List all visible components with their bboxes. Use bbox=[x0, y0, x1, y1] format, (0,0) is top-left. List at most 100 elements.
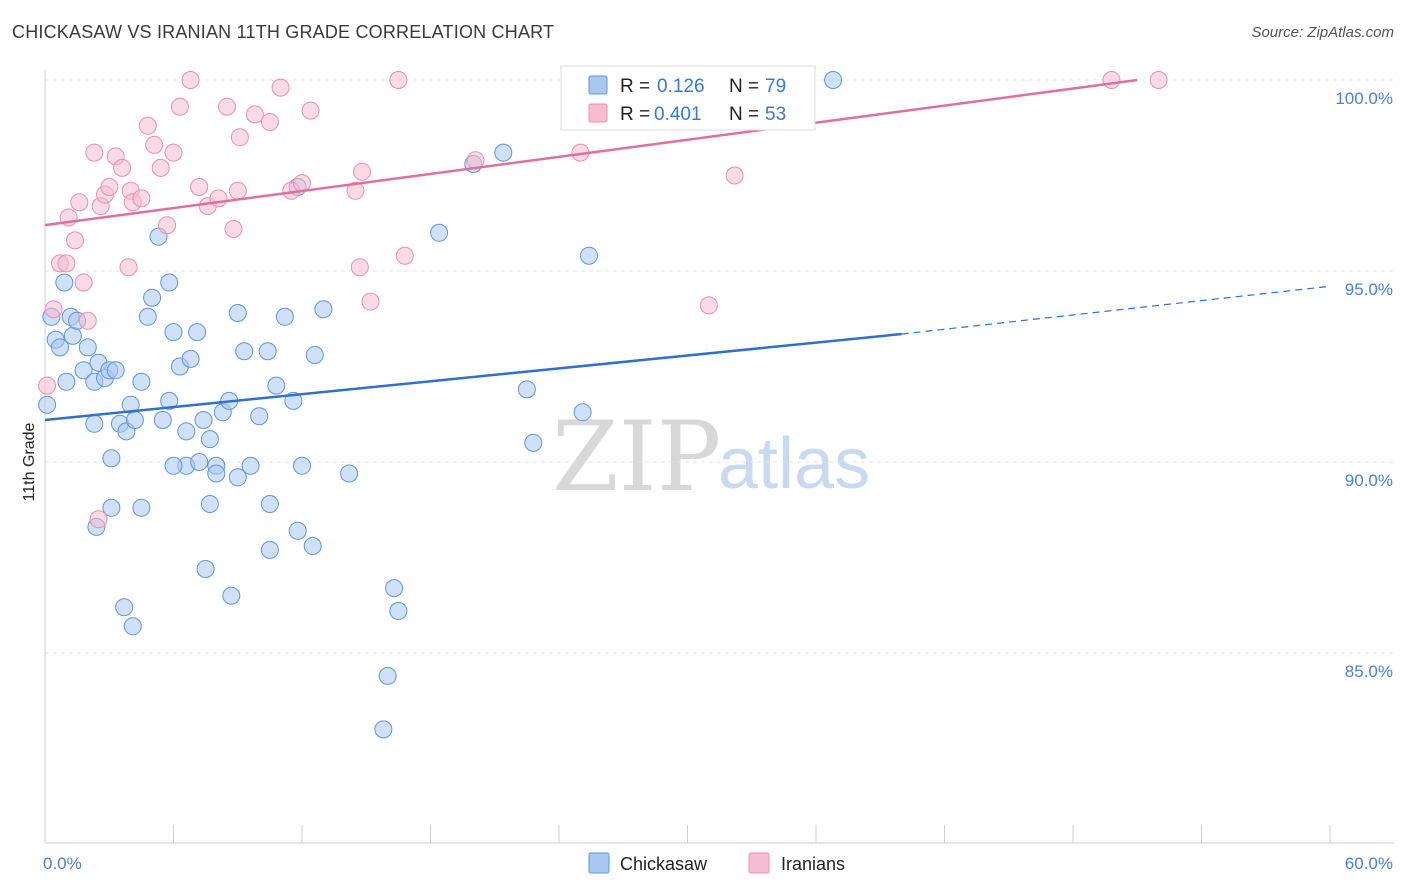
bottom-legend-swatch-chickasaw bbox=[588, 852, 610, 874]
chickasaw-point bbox=[228, 468, 247, 487]
iranians-point bbox=[1149, 71, 1168, 89]
iranians-point bbox=[361, 292, 380, 311]
chickasaw-point bbox=[55, 273, 74, 292]
chickasaw-point bbox=[63, 326, 82, 345]
x-tick-label: 0.0% bbox=[43, 854, 82, 873]
iranians-point bbox=[145, 135, 164, 154]
chickasaw-points bbox=[38, 71, 843, 739]
chickasaw-point bbox=[181, 349, 200, 368]
chickasaw-point bbox=[132, 498, 151, 517]
iranians-point bbox=[218, 97, 236, 116]
chickasaw-point bbox=[260, 495, 279, 513]
chickasaw-point bbox=[200, 495, 219, 513]
chickasaw-point bbox=[102, 498, 121, 517]
chickasaw-point bbox=[38, 395, 57, 414]
iranians-trend-line bbox=[44, 78, 1138, 227]
y-tick-labels: 85.0% 90.0% 95.0% 100.0% bbox=[1335, 89, 1393, 681]
chickasaw-point bbox=[51, 338, 69, 357]
legend-n-label-iranians: N = bbox=[729, 104, 759, 125]
source-label: Source: ZipAtlas.com bbox=[1251, 24, 1394, 41]
bottom-legend-swatch-iranians bbox=[748, 852, 770, 874]
iranians-point bbox=[170, 97, 189, 116]
legend-n-value-iranians: 53 bbox=[765, 104, 786, 125]
chickasaw-point bbox=[194, 411, 213, 429]
chickasaw-point bbox=[374, 720, 393, 739]
iranians-point bbox=[74, 273, 93, 292]
iranians-point bbox=[113, 158, 132, 177]
chickasaw-point bbox=[241, 456, 260, 475]
iranians-point bbox=[158, 216, 177, 235]
watermark-atlas: atlas bbox=[718, 424, 870, 504]
iranians-point bbox=[70, 193, 89, 212]
chickasaw-point bbox=[430, 223, 449, 242]
chickasaw-point bbox=[293, 456, 311, 475]
chickasaw-point bbox=[340, 464, 359, 483]
y-axis-label: 11th Grade bbox=[21, 422, 38, 501]
chickasaw-point bbox=[385, 579, 404, 598]
chart-title: CHICKASAW VS IRANIAN 11TH GRADE CORRELAT… bbox=[12, 22, 555, 42]
chickasaw-point bbox=[228, 304, 247, 322]
x-tick-labels: 0.0% 60.0% bbox=[43, 854, 1393, 873]
iranians-point bbox=[85, 143, 104, 162]
chickasaw-point bbox=[260, 540, 279, 559]
iranians-point bbox=[353, 162, 371, 181]
chickasaw-point bbox=[207, 464, 226, 483]
legend-r-label-iranians: R = bbox=[620, 104, 650, 125]
chickasaw-point bbox=[177, 422, 196, 441]
bottom-legend-label-chickasaw: Chickasaw bbox=[620, 854, 708, 874]
chickasaw-point bbox=[78, 338, 97, 357]
chickasaw-point bbox=[160, 273, 179, 292]
chickasaw-point bbox=[305, 346, 324, 364]
iranians-point bbox=[100, 178, 119, 196]
iranians-point bbox=[350, 258, 369, 277]
chickasaw-point bbox=[125, 411, 144, 429]
chickasaw-point bbox=[303, 537, 322, 555]
top-legend: R = 0.126 N = 79 R = 0.401 N = 53 bbox=[560, 65, 816, 131]
iranians-point bbox=[389, 71, 408, 89]
iranians-point bbox=[699, 296, 718, 315]
legend-swatch-iranians bbox=[588, 103, 608, 123]
iranians-point bbox=[190, 178, 209, 196]
iranians-point bbox=[224, 220, 243, 238]
chickasaw-point bbox=[250, 407, 269, 426]
iranians-point bbox=[89, 510, 108, 529]
legend-n-label-chickasaw: N = bbox=[729, 76, 759, 97]
chickasaw-point bbox=[143, 288, 162, 307]
iranians-point bbox=[230, 128, 249, 147]
legend-r-value-iranians: 0.401 bbox=[654, 104, 702, 125]
trend-lines bbox=[44, 78, 1331, 422]
chickasaw-point bbox=[74, 361, 93, 380]
iranians-point bbox=[245, 105, 264, 124]
chickasaw-point bbox=[222, 586, 241, 605]
watermark: ZIP atlas bbox=[552, 401, 870, 513]
bottom-legend-label-iranians: Iranians bbox=[781, 854, 845, 874]
iranians-point bbox=[132, 189, 151, 208]
chickasaw-point bbox=[196, 560, 215, 578]
chickasaw-point bbox=[190, 453, 209, 471]
iranians-point bbox=[44, 300, 63, 319]
chickasaw-point bbox=[188, 323, 207, 342]
y-tick-label: 85.0% bbox=[1345, 662, 1393, 681]
iranians-point bbox=[119, 258, 138, 277]
chickasaw-point bbox=[824, 71, 843, 89]
chickasaw-point bbox=[258, 342, 277, 361]
iranians-point bbox=[138, 116, 157, 135]
chickasaw-point bbox=[138, 307, 157, 326]
iranians-point bbox=[57, 254, 76, 273]
chickasaw-point bbox=[153, 411, 172, 429]
chickasaw-point bbox=[164, 456, 183, 475]
iranians-point bbox=[66, 231, 84, 250]
iranians-point bbox=[1102, 71, 1121, 89]
legend-swatch-chickasaw bbox=[588, 75, 608, 95]
chickasaw-point bbox=[102, 449, 121, 468]
iranians-point bbox=[346, 181, 365, 200]
grid-lines bbox=[45, 79, 1395, 654]
chickasaw-point bbox=[524, 433, 543, 452]
chickasaw-point bbox=[275, 307, 294, 326]
axes bbox=[44, 70, 1394, 844]
chickasaw-point bbox=[115, 598, 134, 617]
chickasaw-point bbox=[57, 372, 76, 391]
iranians-point bbox=[395, 246, 414, 265]
chickasaw-point bbox=[235, 342, 254, 361]
